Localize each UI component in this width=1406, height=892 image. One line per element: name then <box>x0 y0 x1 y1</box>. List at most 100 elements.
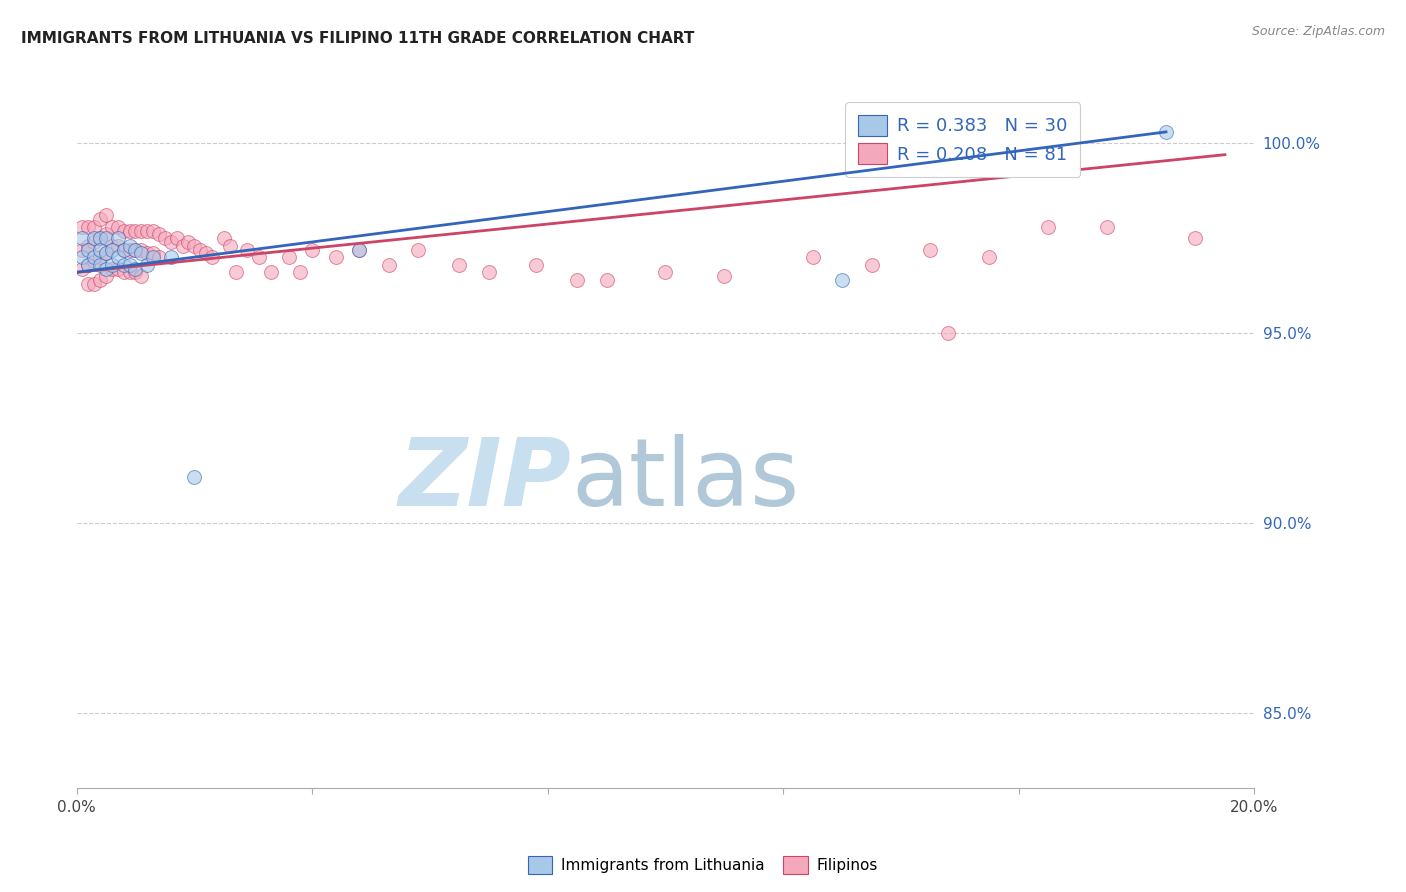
Point <box>247 250 270 264</box>
Point <box>77 277 100 291</box>
Text: IMMIGRANTS FROM LITHUANIA VS FILIPINO 11TH GRADE CORRELATION CHART: IMMIGRANTS FROM LITHUANIA VS FILIPINO 11… <box>21 31 695 46</box>
Point <box>101 239 124 253</box>
Point <box>654 265 676 279</box>
Point <box>118 265 141 279</box>
Legend: Immigrants from Lithuania, Filipinos: Immigrants from Lithuania, Filipinos <box>522 850 884 880</box>
Point <box>94 246 117 260</box>
Point <box>153 231 176 245</box>
Point <box>172 239 194 253</box>
Point <box>148 250 170 264</box>
Point <box>377 258 399 272</box>
Point <box>112 243 135 257</box>
Point <box>112 243 135 257</box>
Point <box>159 250 181 264</box>
Point <box>94 246 117 260</box>
Point <box>131 269 153 284</box>
Point <box>831 273 853 287</box>
Point <box>142 246 165 260</box>
Point <box>325 250 347 264</box>
Point <box>118 243 141 257</box>
Point <box>101 219 124 234</box>
Point <box>107 219 129 234</box>
Point <box>72 250 94 264</box>
Point <box>118 223 141 237</box>
Text: Source: ZipAtlas.com: Source: ZipAtlas.com <box>1251 25 1385 38</box>
Point <box>713 269 735 284</box>
Point <box>124 261 146 276</box>
Point <box>131 243 153 257</box>
Point <box>118 258 141 272</box>
Point <box>1154 125 1177 139</box>
Point <box>347 243 370 257</box>
Legend: R = 0.383   N = 30, R = 0.208   N = 81: R = 0.383 N = 30, R = 0.208 N = 81 <box>845 103 1080 177</box>
Point <box>107 239 129 253</box>
Point <box>801 250 824 264</box>
Point <box>260 265 283 279</box>
Point <box>77 243 100 257</box>
Point <box>83 250 105 264</box>
Point <box>77 239 100 253</box>
Point <box>83 219 105 234</box>
Point <box>94 261 117 276</box>
Point <box>107 250 129 264</box>
Point <box>77 258 100 272</box>
Point <box>89 231 111 245</box>
Point <box>124 223 146 237</box>
Point <box>277 250 299 264</box>
Point <box>183 239 205 253</box>
Point <box>83 235 105 249</box>
Point <box>218 239 240 253</box>
Point <box>94 227 117 242</box>
Point <box>524 258 547 272</box>
Point <box>101 261 124 276</box>
Point <box>225 265 247 279</box>
Point <box>89 273 111 287</box>
Point <box>94 269 117 284</box>
Point <box>89 243 111 257</box>
Point <box>860 258 883 272</box>
Point <box>565 273 588 287</box>
Point <box>301 243 323 257</box>
Point <box>131 223 153 237</box>
Point <box>94 231 117 245</box>
Point <box>177 235 200 249</box>
Point <box>112 265 135 279</box>
Point <box>148 227 170 242</box>
Point <box>136 258 159 272</box>
Point <box>166 231 188 245</box>
Point <box>77 258 100 272</box>
Point <box>1038 219 1060 234</box>
Point <box>449 258 471 272</box>
Point <box>920 243 942 257</box>
Point <box>195 246 218 260</box>
Point <box>142 250 165 264</box>
Point <box>159 235 181 249</box>
Point <box>142 223 165 237</box>
Point <box>131 246 153 260</box>
Point <box>124 265 146 279</box>
Point <box>1095 219 1118 234</box>
Point <box>107 261 129 276</box>
Point <box>72 261 94 276</box>
Point <box>188 243 211 257</box>
Point <box>136 223 159 237</box>
Point <box>124 243 146 257</box>
Point <box>936 326 959 340</box>
Text: ZIP: ZIP <box>398 434 571 525</box>
Point <box>236 243 259 257</box>
Point <box>101 243 124 257</box>
Point <box>118 239 141 253</box>
Point <box>89 231 111 245</box>
Point <box>72 219 94 234</box>
Point <box>406 243 429 257</box>
Point <box>112 223 135 237</box>
Point <box>89 212 111 227</box>
Point <box>89 250 111 264</box>
Point <box>83 277 105 291</box>
Point <box>1184 231 1206 245</box>
Point <box>212 231 235 245</box>
Point <box>478 265 501 279</box>
Point <box>72 231 94 245</box>
Point <box>83 231 105 245</box>
Text: atlas: atlas <box>571 434 800 525</box>
